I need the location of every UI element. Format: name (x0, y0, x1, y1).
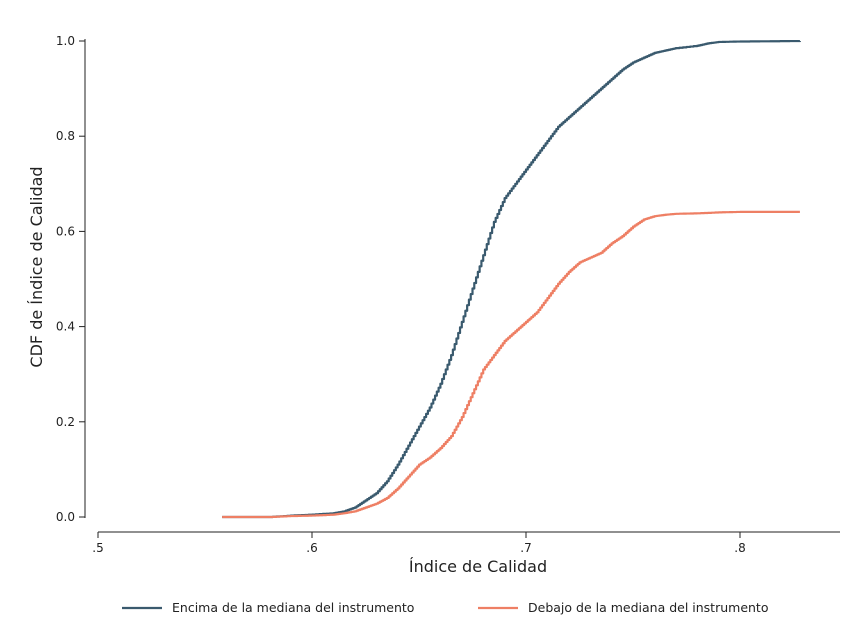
legend-label-2: Debajo de la mediana del instrumento (528, 600, 768, 615)
y-tick-label: 0.2 (56, 415, 75, 429)
x-axis-title: Índice de Calidad (409, 557, 547, 576)
y-tick-label: 0.4 (56, 320, 75, 334)
y-tick-label: 1.0 (56, 34, 75, 48)
x-tick-label: .7 (520, 541, 531, 555)
plot-lines (222, 39, 802, 519)
legend: Encima de la mediana del instrumento Deba… (122, 600, 768, 615)
series-line-2 (222, 210, 800, 519)
x-axis: .5 .6 .7 .8 (92, 531, 840, 555)
y-axis-title: CDF de Índice de Calidad (27, 166, 46, 367)
x-tick-label: .6 (306, 541, 317, 555)
y-tick-label: 0.6 (56, 224, 75, 238)
x-tick-label: .8 (734, 541, 745, 555)
y-tick-label: 0.0 (56, 510, 75, 524)
legend-label-1: Encima de la mediana del instrumento (172, 600, 414, 615)
y-tick-label: 0.8 (56, 129, 75, 143)
x-tick-label: .5 (92, 541, 103, 555)
series-line-1 (222, 39, 802, 519)
y-axis: 0.0 0.2 0.4 0.6 0.8 1.0 (56, 34, 86, 524)
